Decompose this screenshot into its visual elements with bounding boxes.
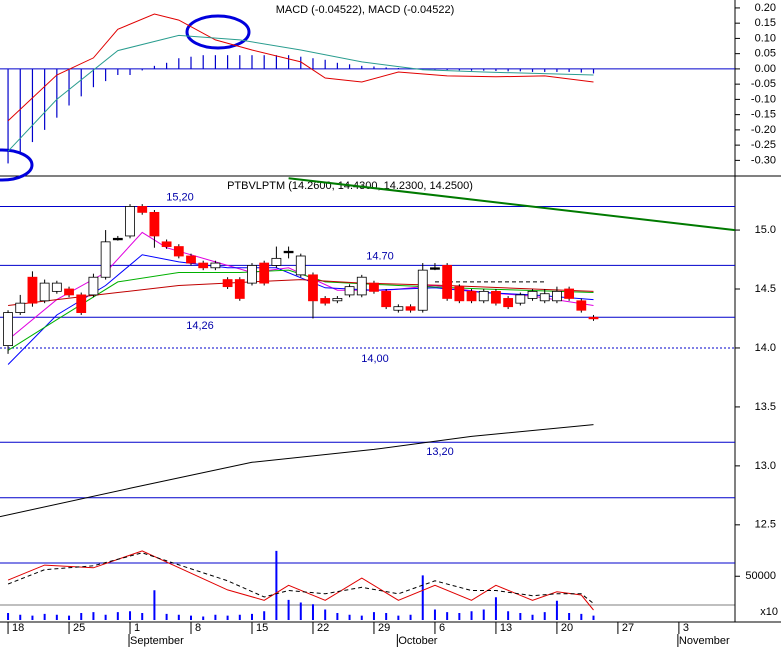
line-series bbox=[7, 34, 594, 152]
candle-body bbox=[369, 282, 379, 292]
candle-body bbox=[527, 290, 538, 299]
y-tick-label: -0.20 bbox=[751, 124, 776, 136]
candle-body bbox=[198, 262, 209, 269]
month-label: November bbox=[679, 635, 730, 647]
candle-body bbox=[466, 290, 477, 302]
level-label: 14.70 bbox=[366, 250, 394, 262]
x-tick-label: 27 bbox=[622, 622, 634, 634]
candle-body bbox=[3, 312, 13, 347]
x-tick-label: 1 bbox=[134, 622, 140, 634]
candle-body bbox=[259, 262, 270, 284]
y-tick-label: -0.05 bbox=[751, 78, 776, 90]
line-series bbox=[7, 552, 594, 604]
level-label: 13,20 bbox=[426, 446, 454, 458]
candle-body bbox=[576, 300, 587, 311]
candle-body bbox=[405, 306, 416, 311]
candle-body bbox=[173, 246, 184, 257]
annotation-ellipse bbox=[0, 148, 34, 182]
y-tick-label: 13.5 bbox=[755, 401, 776, 413]
y-tick-label: 15.0 bbox=[755, 224, 776, 236]
line-series bbox=[7, 13, 594, 122]
candle-body bbox=[15, 302, 26, 313]
candle-body bbox=[332, 298, 343, 302]
candle-body bbox=[100, 241, 111, 278]
candle-body bbox=[478, 290, 489, 302]
candle-body bbox=[88, 276, 99, 296]
candle-body bbox=[320, 298, 331, 304]
annotation-ellipse bbox=[185, 14, 251, 50]
candle-body bbox=[564, 288, 575, 299]
y-tick-label: -0.10 bbox=[751, 93, 776, 105]
x-tick-label: 18 bbox=[12, 622, 24, 634]
candle-body bbox=[234, 279, 245, 299]
candle-body bbox=[588, 316, 599, 320]
y-tick-label: 0.15 bbox=[755, 17, 776, 29]
x-tick-label: 6 bbox=[439, 622, 445, 634]
candle-body bbox=[356, 276, 367, 296]
x-tick-label: 29 bbox=[378, 622, 390, 634]
candle-body bbox=[539, 293, 550, 302]
y-tick-label: 14.5 bbox=[755, 283, 776, 295]
y-tick-label: -0.30 bbox=[751, 154, 776, 166]
candle-body bbox=[515, 294, 526, 304]
level-label: 14,26 bbox=[186, 320, 214, 332]
x-tick-label: 8 bbox=[195, 622, 201, 634]
y-tick-label: -0.15 bbox=[751, 109, 776, 121]
candle-body bbox=[381, 290, 392, 308]
candle-body bbox=[295, 255, 306, 276]
candle-body bbox=[125, 206, 135, 237]
x-tick-label: 20 bbox=[561, 622, 573, 634]
candle-body bbox=[76, 294, 87, 313]
candle-body bbox=[491, 290, 501, 304]
y-tick-label: 12.5 bbox=[755, 519, 776, 531]
candle-body bbox=[161, 241, 172, 247]
x-tick-label: 13 bbox=[500, 622, 512, 634]
candle-body bbox=[137, 206, 148, 213]
candle-body bbox=[344, 286, 355, 296]
candle-body bbox=[393, 306, 404, 311]
x-tick-label: 22 bbox=[317, 622, 329, 634]
candle-body bbox=[39, 282, 50, 302]
candle-body bbox=[308, 274, 318, 302]
candle-body bbox=[51, 282, 62, 292]
candle-body bbox=[222, 279, 233, 288]
y-tick-label: 50000 bbox=[745, 570, 776, 582]
line-series bbox=[7, 550, 594, 611]
candle-body bbox=[112, 237, 123, 241]
x-tick-label: 3 bbox=[683, 622, 689, 634]
candle-body bbox=[417, 269, 428, 311]
candle-body bbox=[503, 298, 514, 308]
x-tick-label: 15 bbox=[256, 622, 268, 634]
candle-body bbox=[186, 255, 196, 264]
candle-body bbox=[283, 250, 294, 254]
candle-body bbox=[247, 265, 257, 284]
candle-body bbox=[442, 265, 453, 299]
y-tick-label: 0.10 bbox=[755, 32, 776, 44]
y-tick-label: 14.0 bbox=[755, 342, 776, 354]
y-tick-label: 0.05 bbox=[755, 48, 776, 60]
candle-body bbox=[64, 288, 74, 296]
candle-body bbox=[552, 290, 562, 302]
candle-body bbox=[430, 267, 440, 270]
candle-body bbox=[210, 262, 221, 269]
y-tick-label: 13.0 bbox=[755, 460, 776, 472]
x-tick-label: 25 bbox=[73, 622, 85, 634]
candle-body bbox=[454, 286, 465, 302]
line-series bbox=[288, 177, 736, 232]
macd-title: MACD (-0.04522), MACD (-0.04522) bbox=[276, 4, 455, 16]
month-label: October bbox=[398, 635, 437, 647]
y-tick-label: -0.25 bbox=[751, 139, 776, 151]
y-tick-label: 0.20 bbox=[755, 2, 776, 14]
line-series bbox=[0, 424, 594, 518]
y-tick-label: 0.00 bbox=[755, 63, 776, 75]
candle-body bbox=[149, 211, 160, 237]
month-label: September bbox=[130, 635, 184, 647]
level-label: 15,20 bbox=[166, 191, 194, 203]
volume-unit: x10 bbox=[760, 606, 778, 618]
candle-body bbox=[27, 276, 38, 304]
level-label: 14,00 bbox=[361, 353, 389, 365]
candle-body bbox=[271, 257, 282, 266]
